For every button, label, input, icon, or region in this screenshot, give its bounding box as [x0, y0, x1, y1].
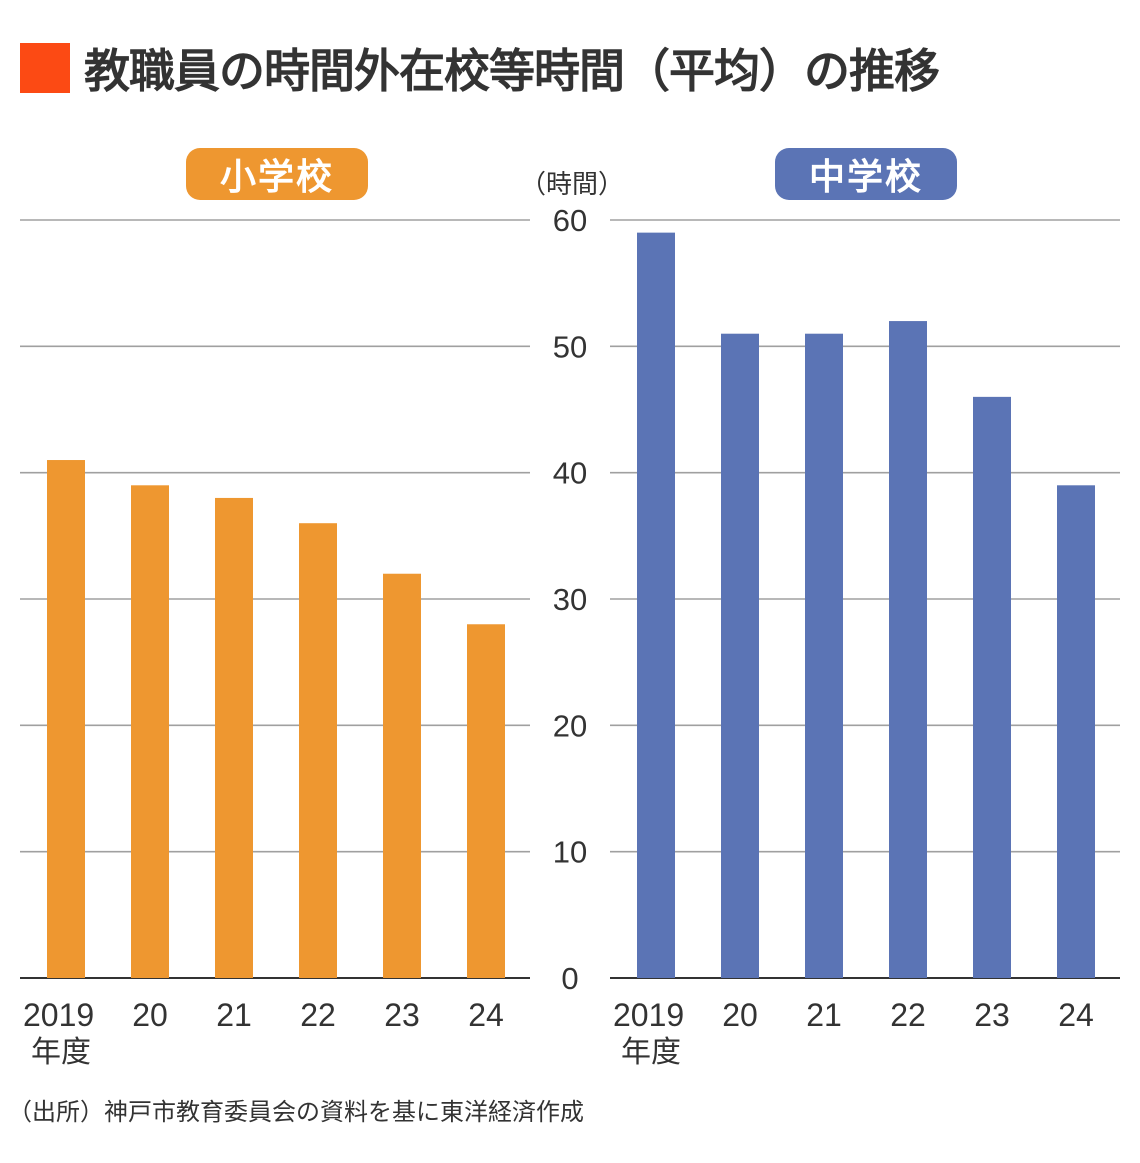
- junior-high-bar: [805, 333, 843, 978]
- source-note: （出所）神戸市教育委員会の資料を基に東洋経済作成: [8, 1098, 584, 1126]
- junior-high-bar: [889, 321, 927, 979]
- junior-high-x-tick-label: 22: [890, 997, 926, 1033]
- junior-high-bar: [973, 396, 1011, 978]
- panel-title-junior-high: 中学校: [775, 148, 957, 200]
- panel-title-elementary: 小学校: [186, 148, 368, 200]
- title-marker: [20, 43, 70, 93]
- y-tick-label: 10: [553, 835, 587, 870]
- y-tick-label: 60: [553, 203, 587, 238]
- elementary-x-tick-label: 24: [468, 997, 504, 1033]
- elementary-bar: [47, 460, 85, 978]
- elementary-bar: [299, 523, 337, 978]
- elementary-x-axis-sublabel: 年度: [31, 1035, 91, 1070]
- title-row: 教職員の時間外在校等時間（平均）の推移: [20, 38, 940, 98]
- junior-high-x-tick-label: 2019: [613, 997, 684, 1033]
- junior-high-x-axis-sublabel: 年度: [621, 1035, 681, 1070]
- junior-high-bar: [1057, 485, 1095, 978]
- elementary-bar: [383, 573, 421, 978]
- elementary-x-tick-label: 21: [216, 997, 252, 1033]
- junior-high-x-tick-label: 20: [722, 997, 758, 1033]
- junior-high-x-tick-label: 23: [974, 997, 1010, 1033]
- junior-high-x-tick-label: 24: [1058, 997, 1094, 1033]
- elementary-x-tick-label: 22: [300, 997, 336, 1033]
- junior-high-bar: [637, 232, 675, 979]
- elementary-x-tick-label: 23: [384, 997, 420, 1033]
- elementary-x-tick-label: 2019: [23, 997, 94, 1033]
- elementary-bar: [467, 624, 505, 978]
- junior-high-x-tick-label: 21: [806, 997, 842, 1033]
- y-tick-label: 20: [553, 708, 587, 743]
- elementary-bar: [215, 497, 253, 978]
- chart-title: 教職員の時間外在校等時間（平均）の推移: [84, 44, 940, 98]
- y-tick-label: 30: [553, 582, 587, 617]
- y-tick-label: 50: [553, 329, 587, 364]
- y-axis-unit-label: （時間）: [520, 170, 625, 200]
- junior-high-bar: [721, 333, 759, 978]
- y-tick-label: 40: [553, 456, 587, 491]
- elementary-bar: [131, 485, 169, 978]
- y-tick-label: 0: [561, 961, 578, 996]
- elementary-x-tick-label: 20: [132, 997, 168, 1033]
